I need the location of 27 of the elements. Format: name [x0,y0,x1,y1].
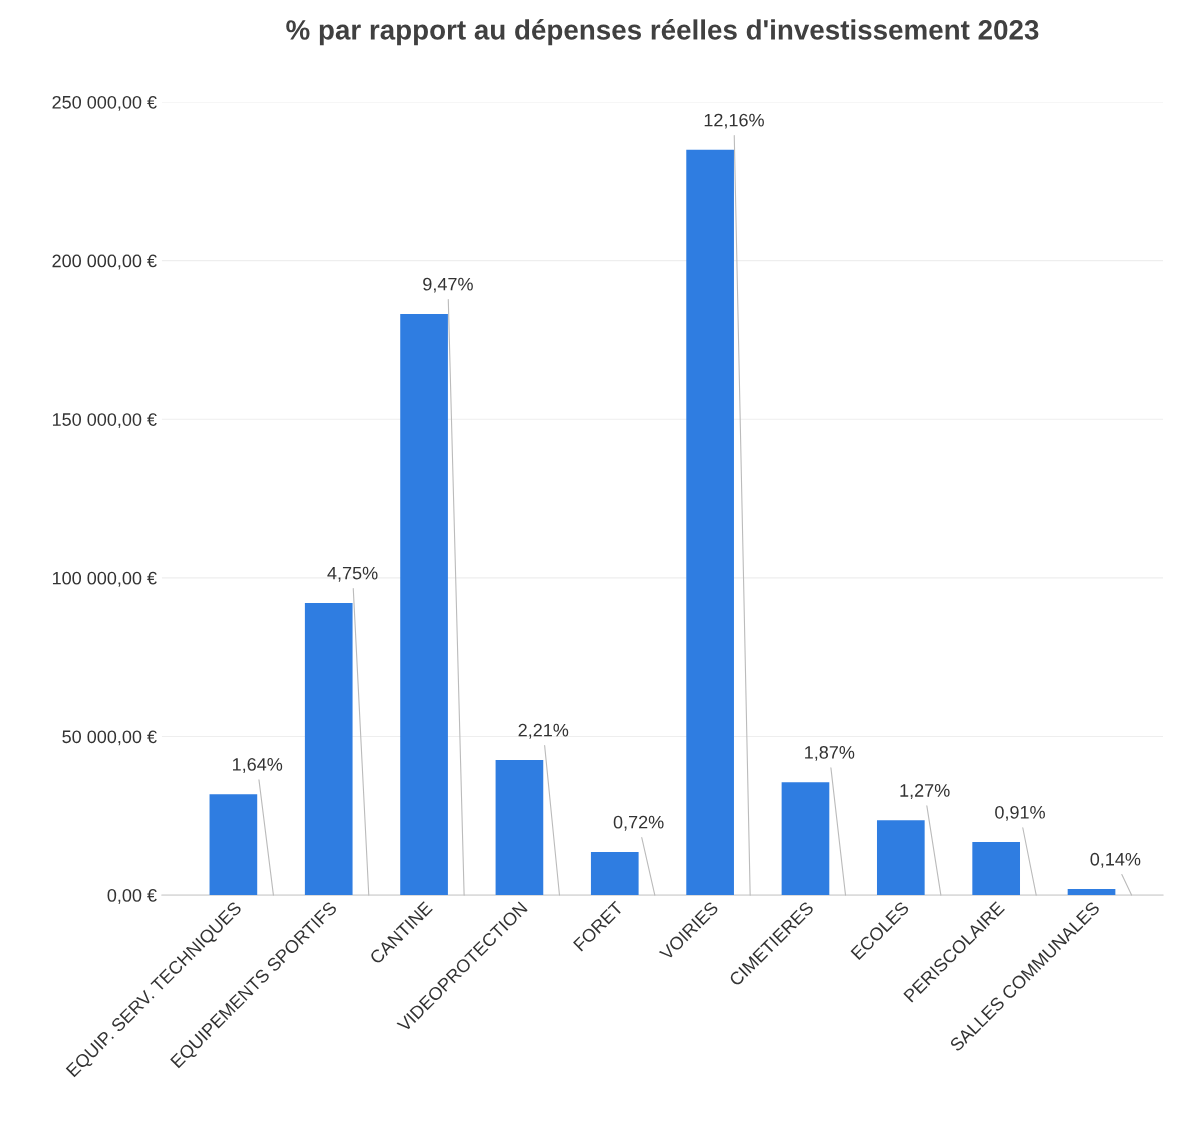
y-tick-label: 100 000,00 € [52,571,157,587]
annotation: 1,87% [805,745,855,761]
chart-title: % par rapport au dépenses réelles d'investissement 2023 [286,19,1039,46]
annotation: 0,72% [613,815,664,831]
annotation: 0,14% [1090,852,1141,868]
annotation: 1,64% [232,758,283,773]
bar [686,149,734,896]
annotation: 9,47% [423,277,473,293]
annotation: 1,27% [900,784,950,799]
bar [304,602,353,896]
bar [781,782,830,896]
bar [209,794,258,896]
bar [495,759,544,896]
annotation: 4,75% [327,566,378,582]
bar [972,842,1021,896]
y-tick-label: 200 000,00 € [52,254,157,270]
y-tick-label: 0,00 € [107,889,157,904]
bar [590,851,639,896]
annotation: 0,91% [995,805,1045,821]
bar [876,820,925,896]
annotation: 12,16% [704,113,764,129]
y-tick-label: 250 000,00 € [52,95,157,111]
y-tick-label: 50 000,00 € [62,730,157,746]
y-tick-label: 150 000,00 € [52,413,157,429]
bar [1067,889,1116,896]
annotation: 2,21% [518,723,569,739]
bar [400,313,448,896]
